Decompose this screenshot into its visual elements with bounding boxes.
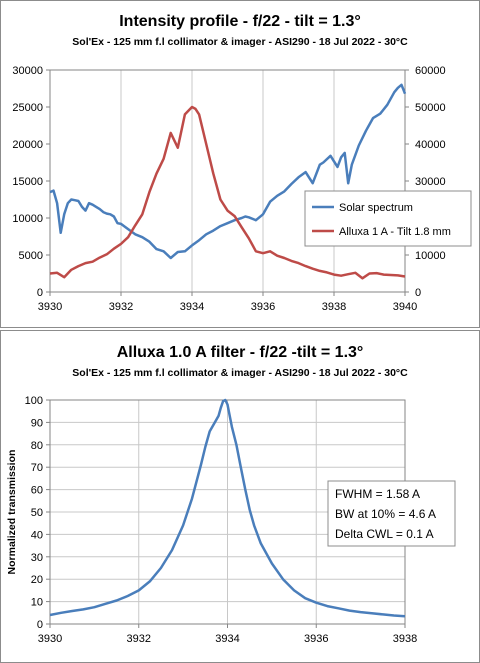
chart1-x-tick-label: 3932 (109, 301, 133, 313)
chart-intensity-profile: Intensity profile - f/22 - tilt = 1.3° S… (0, 0, 480, 328)
chart1-y-tick-label: 15000 (12, 176, 43, 188)
chart1-x-tick-labels: 3930 3932 3934 3936 3938 3940 (38, 292, 417, 313)
chart2-x-tick-label: 3930 (38, 633, 62, 645)
chart2-y-tick-label: 20 (31, 574, 43, 586)
chart1-y2-tick-label: 0 (415, 287, 421, 299)
chart1-y-tick-label: 10000 (12, 213, 43, 225)
chart-alluxa-filter: Alluxa 1.0 A filter - f/22 -tilt = 1.3° … (0, 330, 480, 663)
chart2-x-tick-label: 3934 (215, 633, 239, 645)
chart2-y-tick-labels: 0 10 20 30 40 50 60 70 80 90 100 (25, 395, 50, 631)
legend-label-solar-spectrum: Solar spectrum (339, 202, 413, 214)
chart2-x-tick-labels: 3930 3932 3934 3936 3938 (38, 624, 417, 645)
chart2-y-tick-label: 70 (31, 462, 43, 474)
chart2-y-tick-label: 80 (31, 440, 43, 452)
chart1-x-tick-label: 3940 (393, 301, 417, 313)
chart1-y-tick-label: 5000 (19, 250, 43, 262)
annotation-fwhm: FWHM = 1.58 A (335, 487, 420, 501)
chart2-y-tick-label: 90 (31, 417, 43, 429)
chart2-title: Alluxa 1.0 A filter - f/22 -tilt = 1.3° (117, 344, 364, 361)
chart1-y-tick-labels: 0 5000 10000 15000 20000 25000 30000 (12, 65, 50, 299)
series-line-solar-spectrum (49, 83, 407, 260)
chart2-y-tick-label: 0 (37, 619, 43, 631)
chart1-x-tick-label: 3938 (322, 301, 346, 313)
series-line-alluxa-tilt (49, 105, 406, 280)
chart2-y-tick-label: 30 (31, 552, 43, 564)
chart1-y2-tick-label: 40000 (415, 139, 446, 151)
chart2-x-tick-label: 3932 (127, 633, 151, 645)
chart2-y-axis-label: Normalized transmission (6, 450, 18, 575)
chart1-title: Intensity profile - f/22 - tilt = 1.3° (119, 13, 361, 30)
chart2-y-tick-label: 60 (31, 485, 43, 497)
chart1-y2-tick-label: 30000 (415, 176, 446, 188)
chart2-annotation-box: FWHM = 1.58 A BW at 10% = 4.6 A Delta CW… (327, 480, 456, 547)
chart2-y-tick-label: 50 (31, 507, 43, 519)
chart2-y-tick-label: 100 (25, 395, 43, 407)
legend-box (304, 190, 472, 247)
series-line-normalized-transmission (49, 398, 406, 618)
chart2-x-tick-label: 3938 (393, 633, 417, 645)
chart1-border (0, 0, 480, 328)
annotation-delta-cwl: Delta CWL = 0.1 A (335, 527, 434, 541)
chart1-legend: Solar spectrum Alluxa 1 A - Tilt 1.8 mm (304, 190, 472, 247)
chart1-y-tick-label: 0 (37, 287, 43, 299)
chart2-y-tick-label: 10 (31, 597, 43, 609)
annotation-bw-10: BW at 10% = 4.6 A (335, 507, 436, 521)
chart2-x-tick-label: 3936 (304, 633, 328, 645)
chart1-x-tick-label: 3934 (180, 301, 204, 313)
chart2-y-tick-label: 40 (31, 529, 43, 541)
chart1-x-tick-label: 3936 (251, 301, 275, 313)
chart1-y-tick-label: 25000 (12, 102, 43, 114)
chart1-x-tick-label: 3930 (38, 301, 62, 313)
chart1-y2-tick-label: 10000 (415, 250, 446, 262)
legend-label-alluxa-tilt: Alluxa 1 A - Tilt 1.8 mm (339, 226, 451, 238)
chart1-y-tick-label: 20000 (12, 139, 43, 151)
annotation-box (327, 480, 456, 547)
chart1-y2-tick-label: 60000 (415, 65, 446, 77)
chart1-y2-tick-label: 50000 (415, 102, 446, 114)
chart1-subtitle: Sol'Ex - 125 mm f.l collimator & imager … (72, 36, 408, 48)
chart1-y-tick-label: 30000 (12, 65, 43, 77)
chart2-subtitle: Sol'Ex - 125 mm f.l collimator & imager … (72, 367, 408, 379)
